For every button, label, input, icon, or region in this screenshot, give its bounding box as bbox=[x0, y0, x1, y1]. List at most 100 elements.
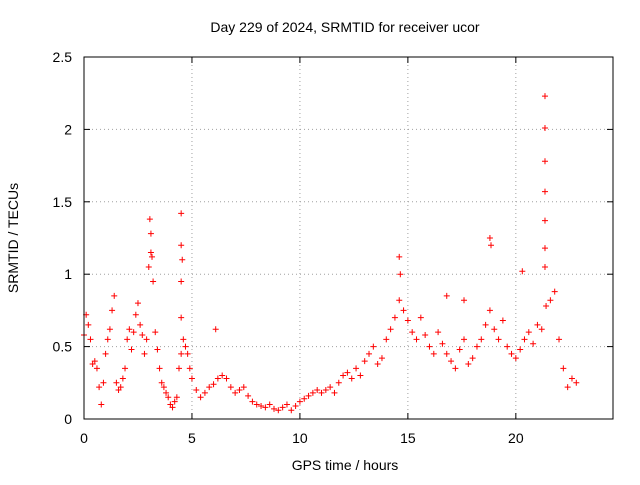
data-point bbox=[473, 343, 480, 350]
data-point bbox=[422, 332, 429, 339]
data-point bbox=[534, 321, 541, 328]
data-point bbox=[541, 217, 548, 224]
data-point bbox=[124, 336, 131, 343]
data-point bbox=[488, 242, 495, 249]
data-point bbox=[176, 365, 183, 372]
data-point bbox=[357, 372, 364, 379]
data-point bbox=[417, 314, 424, 321]
data-point bbox=[193, 387, 200, 394]
data-point bbox=[113, 379, 120, 386]
data-point bbox=[560, 365, 567, 372]
data-point bbox=[391, 314, 398, 321]
chart-title: Day 229 of 2024, SRMTID for receiver uco… bbox=[210, 19, 480, 35]
data-point bbox=[443, 292, 450, 299]
data-point bbox=[564, 384, 571, 391]
data-point bbox=[249, 398, 256, 405]
data-point bbox=[541, 188, 548, 195]
data-point bbox=[413, 336, 420, 343]
data-point bbox=[201, 389, 208, 396]
data-point bbox=[541, 263, 548, 270]
data-point bbox=[266, 401, 273, 408]
data-point bbox=[106, 326, 113, 333]
x-tick-label: 15 bbox=[400, 430, 416, 446]
y-tick-label: 2 bbox=[64, 121, 72, 137]
data-point bbox=[178, 314, 185, 321]
data-point bbox=[538, 326, 545, 333]
data-point bbox=[134, 300, 141, 307]
data-point bbox=[499, 317, 506, 324]
data-point bbox=[122, 365, 129, 372]
data-point bbox=[482, 321, 489, 328]
data-point bbox=[378, 355, 385, 362]
data-point bbox=[314, 387, 321, 394]
data-point bbox=[465, 360, 472, 367]
data-point bbox=[145, 263, 152, 270]
data-point bbox=[206, 384, 213, 391]
data-point bbox=[318, 389, 325, 396]
data-point bbox=[223, 375, 230, 382]
data-point bbox=[147, 249, 154, 256]
y-tick-label: 1 bbox=[64, 266, 72, 282]
data-point bbox=[448, 358, 455, 365]
data-point bbox=[100, 379, 107, 386]
data-point bbox=[292, 402, 299, 409]
data-point bbox=[397, 271, 404, 278]
data-point bbox=[541, 245, 548, 252]
data-point bbox=[163, 389, 170, 396]
data-point bbox=[283, 401, 290, 408]
y-tick-label: 0 bbox=[64, 411, 72, 427]
grid-layer bbox=[84, 57, 613, 419]
data-point bbox=[396, 253, 403, 260]
data-point bbox=[404, 317, 411, 324]
data-point bbox=[305, 392, 312, 399]
data-point bbox=[98, 401, 105, 408]
data-point bbox=[541, 124, 548, 131]
data-point bbox=[508, 350, 515, 357]
data-point bbox=[232, 389, 239, 396]
data-point bbox=[340, 372, 347, 379]
data-point bbox=[512, 355, 519, 362]
data-point bbox=[335, 379, 342, 386]
data-point bbox=[219, 372, 226, 379]
data-point bbox=[547, 297, 554, 304]
data-point bbox=[160, 384, 167, 391]
data-point bbox=[309, 389, 316, 396]
x-tick-label: 5 bbox=[188, 430, 196, 446]
data-point bbox=[137, 321, 144, 328]
data-point bbox=[541, 158, 548, 165]
data-point bbox=[504, 343, 511, 350]
data-point bbox=[186, 365, 193, 372]
data-point bbox=[139, 332, 146, 339]
data-point bbox=[117, 384, 124, 391]
data-point bbox=[91, 358, 98, 365]
data-point bbox=[104, 336, 111, 343]
data-point bbox=[491, 326, 498, 333]
data-point bbox=[258, 402, 265, 409]
x-axis-label: GPS time / hours bbox=[292, 457, 399, 473]
data-point bbox=[296, 398, 303, 405]
data-point bbox=[486, 235, 493, 241]
data-point bbox=[288, 407, 295, 414]
data-point bbox=[525, 329, 532, 336]
data-point bbox=[236, 387, 243, 394]
data-point bbox=[130, 329, 137, 336]
data-point bbox=[443, 350, 450, 357]
data-point bbox=[322, 387, 329, 394]
data-point bbox=[383, 336, 390, 343]
data-point bbox=[245, 392, 252, 399]
data-point bbox=[568, 375, 575, 382]
data-point bbox=[152, 329, 159, 336]
data-point bbox=[478, 336, 485, 343]
data-point bbox=[551, 288, 558, 295]
data-point bbox=[188, 375, 195, 382]
data-point bbox=[85, 321, 92, 328]
data-point bbox=[374, 360, 381, 367]
data-point bbox=[573, 379, 580, 386]
data-point bbox=[147, 230, 154, 237]
data-point bbox=[495, 336, 502, 343]
data-point bbox=[178, 210, 185, 217]
data-point bbox=[426, 343, 433, 350]
data-point bbox=[173, 394, 180, 401]
data-point bbox=[435, 329, 442, 336]
